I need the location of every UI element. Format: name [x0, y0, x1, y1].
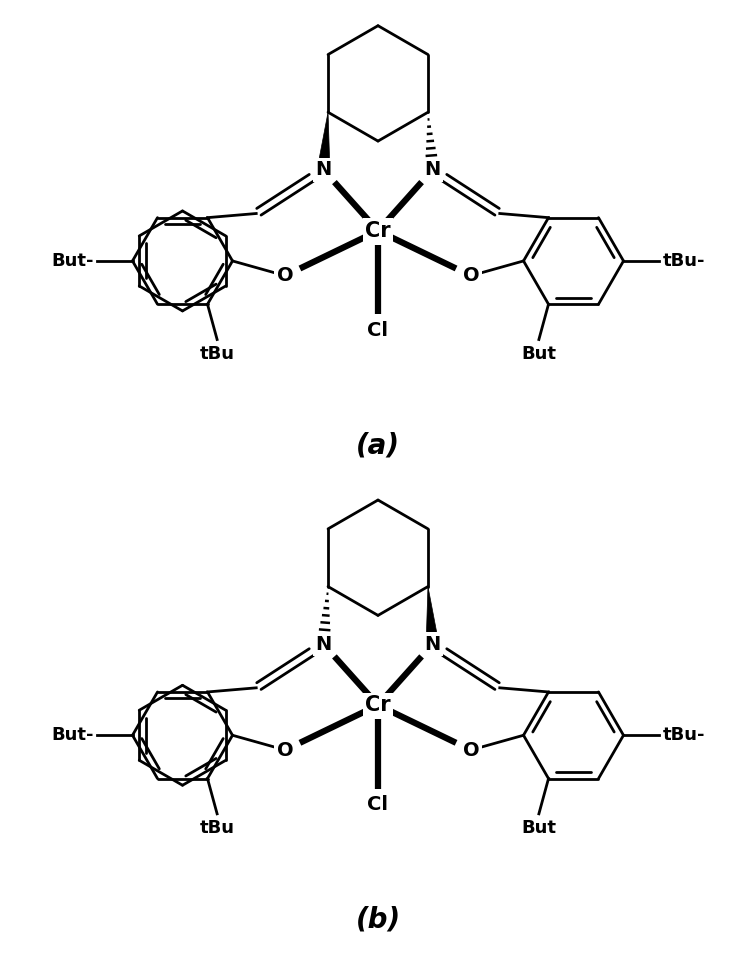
- Text: But: But: [522, 345, 556, 363]
- Text: tBu: tBu: [200, 345, 234, 363]
- Text: tBu-: tBu-: [662, 726, 705, 744]
- Text: tBu: tBu: [200, 819, 234, 837]
- Text: N: N: [424, 161, 441, 179]
- Text: O: O: [277, 266, 293, 286]
- Polygon shape: [426, 587, 439, 645]
- Text: N: N: [424, 635, 441, 653]
- Text: But-: But-: [51, 726, 94, 744]
- Polygon shape: [317, 112, 330, 170]
- Text: O: O: [463, 741, 479, 760]
- Text: (b): (b): [355, 906, 401, 934]
- Text: But: But: [522, 819, 556, 837]
- Text: N: N: [315, 161, 332, 179]
- Text: Cr: Cr: [365, 695, 391, 715]
- Text: But-: But-: [51, 252, 94, 270]
- Text: tBu-: tBu-: [662, 252, 705, 270]
- Text: O: O: [277, 741, 293, 760]
- Text: Cl: Cl: [367, 795, 389, 814]
- Text: N: N: [315, 635, 332, 653]
- Text: O: O: [463, 266, 479, 286]
- Text: Cr: Cr: [365, 221, 391, 241]
- Text: Cl: Cl: [367, 320, 389, 340]
- Text: (a): (a): [356, 432, 400, 460]
